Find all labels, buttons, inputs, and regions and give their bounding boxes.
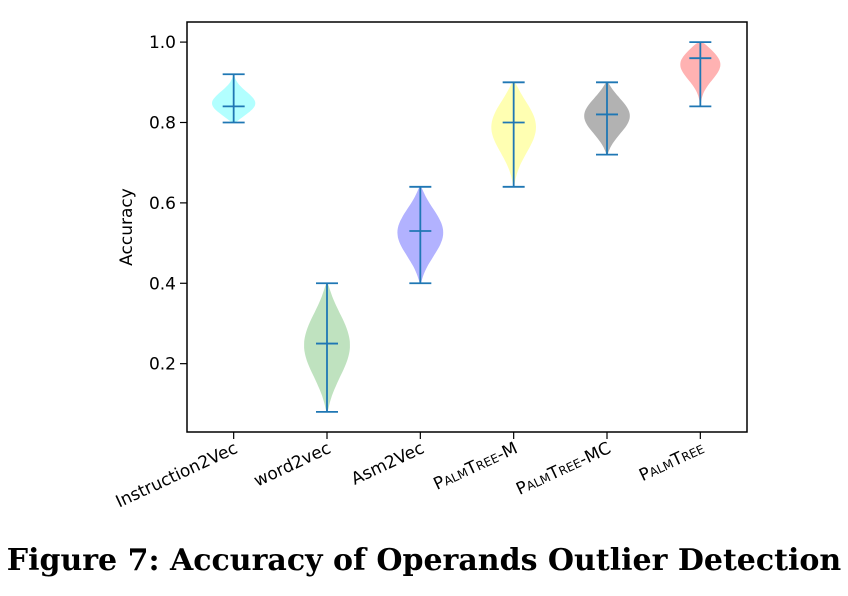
x-axis: Instruction2Vec word2vec Asm2Vec PalmTree-M… [113, 432, 707, 512]
x-tick-label: Instruction2Vec [113, 438, 241, 512]
y-axis: 0.2 0.4 0.6 0.8 1.0 [149, 33, 187, 375]
y-axis-label: Accuracy [117, 188, 137, 266]
plot-frame [186, 21, 748, 433]
figure-caption: Figure 7: Accuracy of Operands Outlier D… [6, 543, 842, 578]
y-tick-label: 0.6 [149, 194, 176, 214]
x-tick-label: word2vec [251, 438, 334, 491]
x-tick-label: PalmTree-M [431, 438, 521, 494]
y-tick-label: 0.8 [149, 113, 176, 133]
y-tick-label: 0.2 [149, 355, 176, 375]
x-tick-label: PalmTree-MC [513, 438, 614, 499]
y-tick-label: 0.4 [149, 274, 176, 294]
y-tick-label: 1.0 [149, 33, 176, 53]
x-tick-label: PalmTree [636, 438, 707, 485]
violin-chart: 0.2 0.4 0.6 0.8 1.0 Instruction2Vec word2vec A… [113, 21, 748, 512]
x-tick-label: Asm2Vec [348, 438, 427, 489]
plot-area [212, 41, 721, 413]
